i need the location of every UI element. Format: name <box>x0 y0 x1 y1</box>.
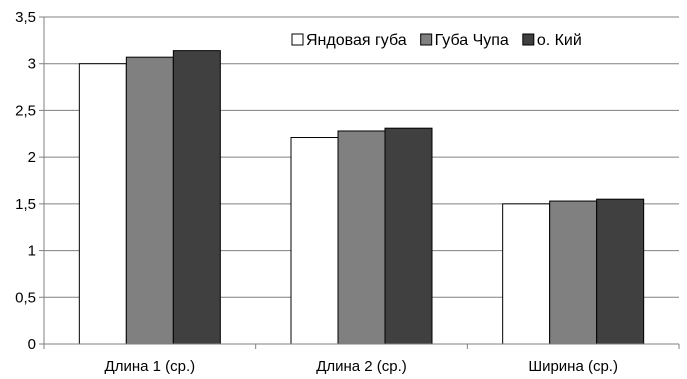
bar <box>549 200 598 345</box>
y-tick-label: 2 <box>28 149 36 166</box>
y-tick-label: 2,5 <box>15 102 36 119</box>
legend-label: о. Кий <box>537 32 582 49</box>
legend: Яндовая губа Губа Чупа о. Кий <box>291 32 582 49</box>
x-tick-label: Длина 2 (ср.) <box>316 358 407 375</box>
legend-label: Яндовая губа <box>306 32 407 49</box>
bar <box>337 130 386 345</box>
y-tick-label: 3,5 <box>15 9 36 26</box>
legend-swatch <box>522 33 535 46</box>
y-axis-tick-labels: 0 0,5 1 1,5 2 2,5 3 3,5 <box>15 9 36 353</box>
y-tick-label: 0,5 <box>15 289 36 306</box>
bar <box>384 127 433 345</box>
y-tick-label: 1,5 <box>15 196 36 213</box>
bar <box>125 56 174 345</box>
bar <box>596 198 645 345</box>
bars <box>78 50 645 345</box>
bar <box>290 137 339 345</box>
bar <box>502 203 551 345</box>
legend-label: Губа Чупа <box>435 32 509 49</box>
x-axis-tick-labels: Длина 1 (ср.) Длина 2 (ср.) Ширина (ср.) <box>105 358 618 375</box>
x-tick-label: Длина 1 (ср.) <box>105 358 196 375</box>
y-tick-label: 3 <box>28 56 36 73</box>
y-tick-label: 1 <box>28 243 36 260</box>
bar <box>172 50 221 345</box>
x-tick-label: Ширина (ср.) <box>528 358 618 375</box>
axes <box>43 17 680 349</box>
bar <box>78 63 127 345</box>
legend-swatch <box>291 33 304 46</box>
legend-swatch <box>420 33 433 46</box>
y-tick-label: 0 <box>28 336 36 353</box>
